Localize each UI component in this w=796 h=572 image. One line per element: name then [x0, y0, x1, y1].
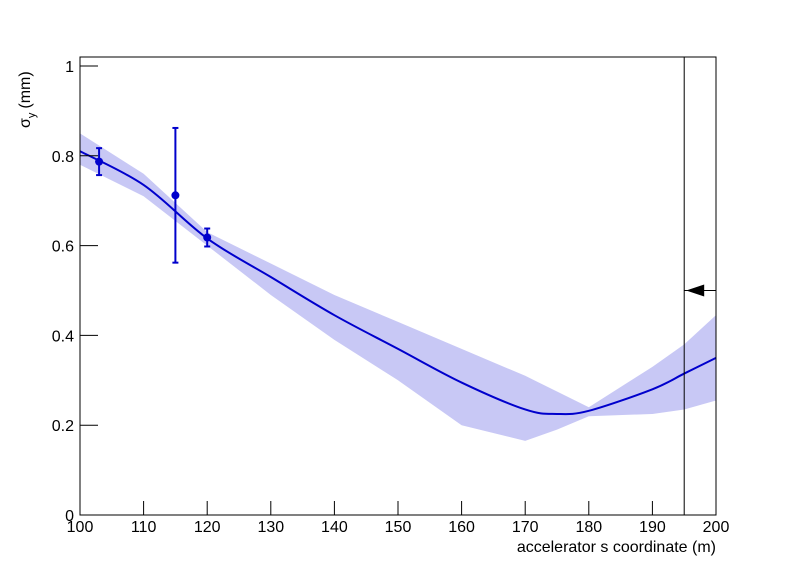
x-tick-label: 160 — [448, 519, 475, 536]
y-tick-label: 0.8 — [52, 149, 74, 166]
y-label-symbol: σ — [17, 118, 34, 128]
x-tick-label: 130 — [257, 519, 284, 536]
x-tick-label: 110 — [131, 519, 157, 536]
x-tick-label: 200 — [703, 519, 730, 536]
x-tick-label: 170 — [512, 519, 539, 536]
y-tick-label: 0 — [65, 508, 74, 525]
x-tick-label: 140 — [321, 519, 348, 536]
data-point — [171, 191, 180, 200]
confidence-band — [80, 133, 716, 441]
x-tick-label: 190 — [639, 519, 666, 536]
x-axis-label: accelerator s coordinate (m) — [517, 539, 716, 556]
y-tick-label: 0.2 — [52, 418, 74, 435]
y-label-unit: (mm) — [17, 71, 34, 108]
y-axis-label: σy (mm) — [17, 71, 38, 128]
plot-frame — [79, 56, 717, 516]
y-label-subscript: y — [26, 112, 38, 118]
x-tick-label: 100 — [67, 519, 94, 536]
y-tick-label: 0.6 — [52, 239, 74, 256]
arrow-head — [686, 284, 705, 297]
data-point — [95, 157, 104, 166]
x-tick-label: 150 — [385, 519, 412, 536]
x-tick-label: 180 — [575, 519, 602, 536]
y-tick-label: 0.4 — [52, 328, 74, 345]
x-tick-label: 120 — [194, 519, 221, 536]
data-point — [203, 233, 212, 242]
y-tick-label: 1 — [65, 59, 74, 76]
